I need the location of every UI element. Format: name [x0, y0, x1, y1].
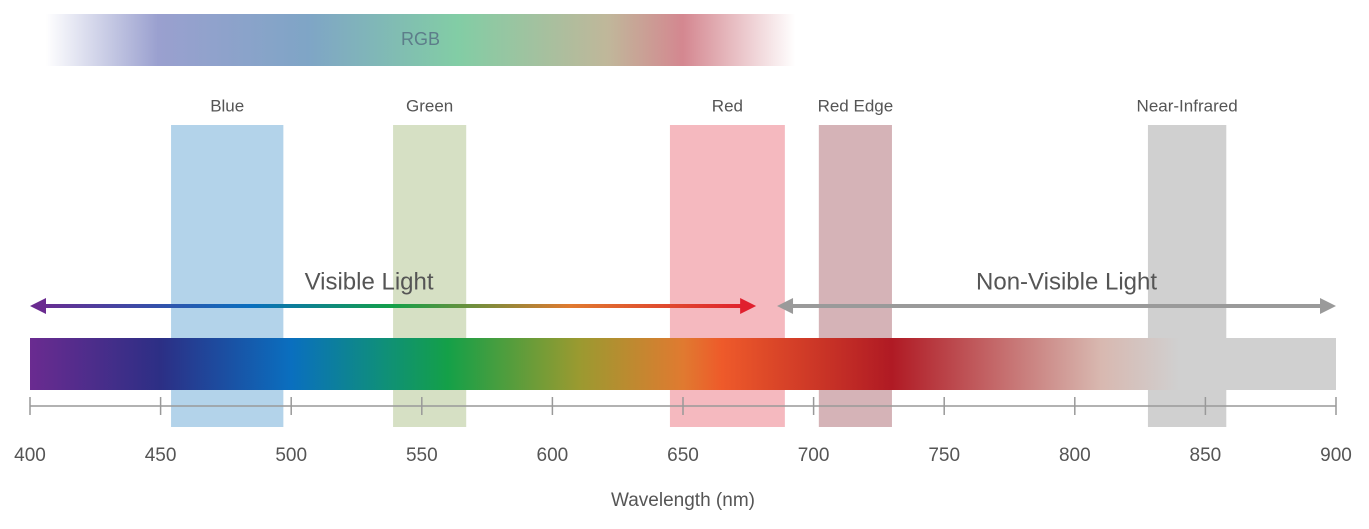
- x-tick-label: 900: [1320, 445, 1352, 466]
- x-tick-label: 450: [145, 445, 177, 466]
- x-tick-label: 650: [667, 445, 699, 466]
- x-tick-label: 500: [275, 445, 307, 466]
- rgb-label: RGB: [401, 29, 440, 49]
- x-tick-label: 800: [1059, 445, 1091, 466]
- x-tick-label: 850: [1190, 445, 1222, 466]
- x-axis-title: Wavelength (nm): [611, 490, 755, 511]
- region-label: Non-Visible Light: [976, 268, 1157, 295]
- x-tick-label: 400: [14, 445, 46, 466]
- x-tick-label: 700: [798, 445, 830, 466]
- band-label: Red: [712, 96, 743, 115]
- band-label: Near-Infrared: [1137, 96, 1238, 115]
- band-label: Blue: [210, 96, 244, 115]
- band-label: Red Edge: [818, 96, 894, 115]
- x-tick-label: 600: [537, 445, 569, 466]
- region-arrow: [777, 298, 1336, 314]
- spectrum-bar: [30, 338, 1336, 390]
- region-label: Visible Light: [305, 268, 434, 295]
- x-tick-label: 750: [928, 445, 960, 466]
- x-tick-label: 550: [406, 445, 438, 466]
- band-label: Green: [406, 96, 453, 115]
- region-arrow: [30, 298, 757, 314]
- rgb-bar: [45, 14, 796, 66]
